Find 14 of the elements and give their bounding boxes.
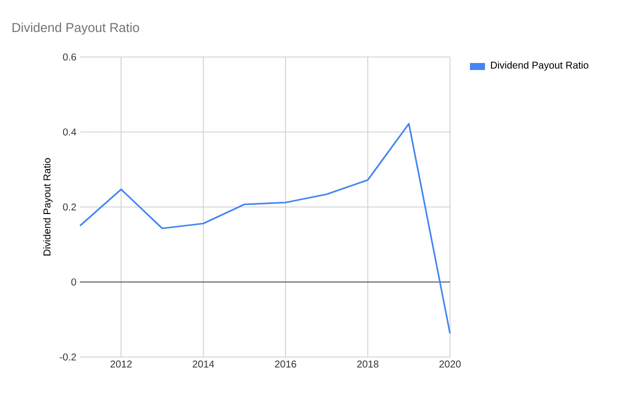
x-tick-label: 2012: [110, 360, 132, 368]
chart-title: Dividend Payout Ratio: [12, 22, 140, 35]
y-axis-title: Dividend Payout Ratio: [43, 158, 52, 256]
y-tick-label: -0.2: [60, 353, 76, 361]
y-tick-label: 0.6: [63, 53, 76, 61]
x-tick-label: 2016: [274, 360, 296, 368]
y-tick-label: 0.4: [63, 128, 76, 136]
x-tick-label: 2020: [439, 360, 461, 368]
line-series: [79, 122, 451, 334]
x-tick-label: 2014: [192, 360, 214, 368]
x-tick-label: 2018: [357, 360, 378, 368]
legend-label: Dividend Payout Ratio: [491, 61, 588, 71]
y-tick-label: 0: [71, 278, 76, 286]
y-tick-label: 0.2: [63, 203, 76, 211]
